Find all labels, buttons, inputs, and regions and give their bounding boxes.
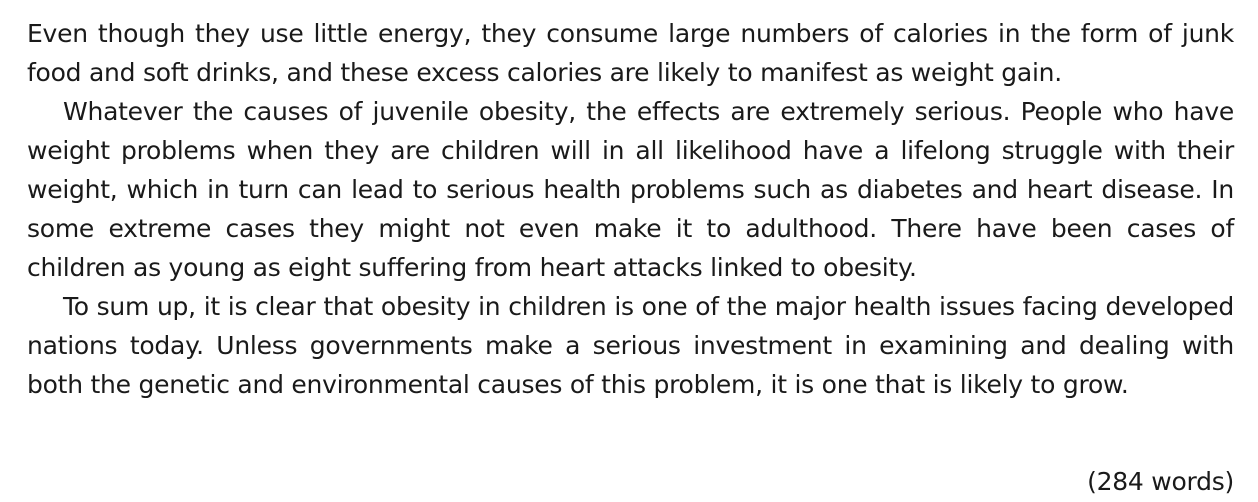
paragraph-continuation: Even though they use little energy, they… [27,19,1234,87]
paragraph-conclusion: To sum up, it is clear that obesity in c… [27,292,1234,399]
essay-body: Even though they use little energy, they… [27,14,1234,404]
paragraph-effects: Whatever the causes of juvenile obesity,… [27,97,1234,282]
word-count: (284 words) [1087,467,1234,496]
